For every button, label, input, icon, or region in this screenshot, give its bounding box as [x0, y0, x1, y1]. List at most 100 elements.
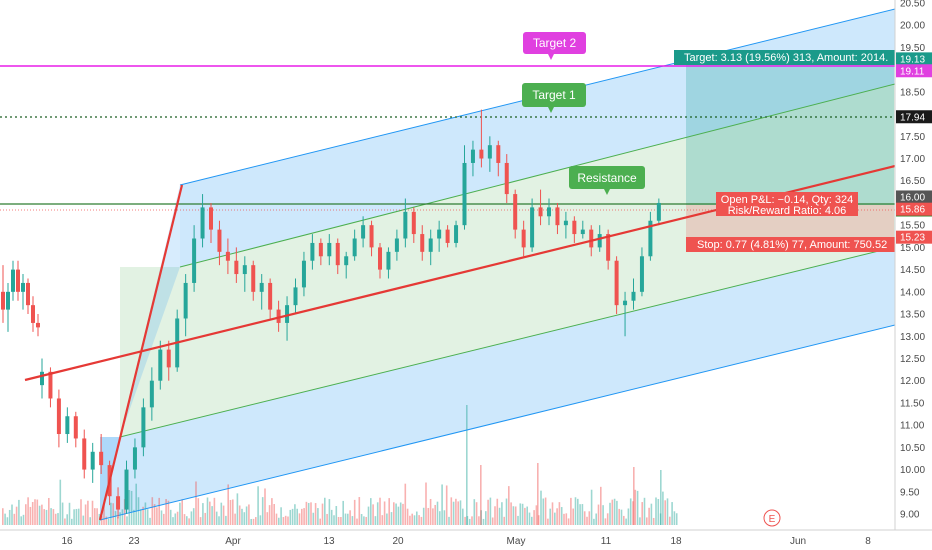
- target-1-pointer: [548, 107, 554, 113]
- volume-bar: [204, 512, 206, 525]
- volume-bar: [429, 498, 432, 525]
- volume-bar: [6, 517, 9, 525]
- volume-bar: [639, 517, 641, 525]
- volume-bar: [135, 483, 137, 525]
- volume-bar: [330, 509, 333, 525]
- resistance-callout[interactable]: Resistance: [569, 166, 645, 195]
- volume-bar: [501, 502, 503, 525]
- candle: [166, 340, 171, 381]
- volume-bar: [4, 513, 6, 525]
- candle: [521, 220, 526, 257]
- volume-bar: [165, 499, 167, 525]
- candle: [614, 256, 619, 315]
- volume-bar: [82, 515, 85, 525]
- volume-bar: [441, 484, 443, 525]
- price-tick-label: 17.00: [900, 154, 925, 165]
- candle-body: [158, 349, 163, 381]
- volume-bar: [197, 498, 200, 525]
- price-tick-label: 10.00: [900, 465, 925, 476]
- volume-bar: [342, 500, 344, 525]
- candle-body: [386, 251, 391, 270]
- earnings-marker[interactable]: E: [763, 509, 781, 527]
- candle: [631, 278, 636, 310]
- volume-bar: [344, 513, 347, 525]
- price-tick-label: 10.50: [900, 443, 925, 454]
- volume-bar: [588, 511, 591, 525]
- candle: [251, 260, 256, 301]
- candle-body: [631, 291, 636, 301]
- volume-bar: [632, 501, 634, 525]
- volume-bar: [363, 516, 365, 525]
- volume-bar: [337, 516, 340, 525]
- risk-reward-text: Risk/Reward Ratio: 4.06: [728, 205, 847, 217]
- volume-bar: [627, 508, 630, 525]
- candle-body: [217, 229, 222, 252]
- volume-bar: [660, 470, 662, 525]
- volume-bar: [87, 500, 89, 525]
- volume-bar: [195, 481, 197, 525]
- candle: [563, 211, 568, 239]
- volume-bar: [340, 517, 342, 525]
- volume-bar: [503, 516, 505, 525]
- volume-bars: [2, 405, 678, 525]
- volume-bar: [202, 503, 204, 525]
- volume-bar: [600, 486, 602, 525]
- volume-bar: [395, 503, 397, 525]
- volume-bar: [179, 502, 181, 525]
- volume-bar: [114, 511, 117, 525]
- volume-bar: [291, 508, 294, 525]
- candle: [437, 220, 442, 252]
- volume-bar: [280, 507, 282, 525]
- candle-body: [192, 238, 197, 283]
- price-tick-label: 9.00: [900, 510, 920, 521]
- target-1-callout[interactable]: Target 1: [522, 83, 586, 113]
- volume-bar: [347, 513, 349, 525]
- stop-info: Stop: 0.77 (4.81%) 77, Amount: 750.52: [686, 237, 895, 252]
- volume-bar: [250, 518, 252, 525]
- volume-bar: [130, 490, 133, 525]
- candle-body: [293, 287, 298, 306]
- candle: [487, 136, 492, 172]
- volume-bar: [402, 503, 404, 525]
- volume-bar: [321, 503, 324, 525]
- candle-body: [445, 229, 450, 243]
- volume-bar: [264, 488, 266, 525]
- candle-body: [454, 225, 459, 243]
- candle: [31, 296, 35, 332]
- candle-body: [99, 451, 104, 466]
- candle-body: [462, 162, 467, 226]
- volume-bar: [160, 510, 163, 525]
- volume-bar: [381, 515, 384, 525]
- candle: [124, 460, 129, 514]
- candle-body: [124, 469, 129, 510]
- volume-bar: [275, 513, 278, 525]
- volume-bar: [158, 497, 160, 525]
- time-axis[interactable]: 16 23 Apr 13 20 May 11 18 Jun 8: [0, 529, 932, 550]
- target-info-text: Target: 3.13 (19.56%) 313, Amount: 2014.: [684, 52, 888, 64]
- volume-bar: [123, 499, 126, 525]
- volume-bar: [434, 504, 436, 525]
- volume-bar: [466, 405, 468, 525]
- volume-bar: [565, 513, 568, 525]
- candle-body: [369, 225, 374, 248]
- volume-bar: [48, 497, 50, 525]
- volume-bar: [510, 502, 512, 525]
- candle: [572, 216, 577, 243]
- target-2-callout[interactable]: Target 2: [523, 32, 586, 60]
- candle-body: [31, 305, 35, 323]
- candle-body: [580, 229, 585, 235]
- price-axis[interactable]: 20.5020.0019.5019.0018.5018.0017.5017.00…: [894, 0, 932, 530]
- volume-bar: [634, 489, 637, 525]
- volume-bar: [629, 498, 632, 525]
- volume-bar: [188, 518, 190, 525]
- price-tick-label: 13.00: [900, 332, 925, 343]
- volume-bar: [397, 506, 400, 525]
- volume-bar: [199, 517, 202, 525]
- candle-body: [530, 207, 535, 248]
- volume-bar: [215, 511, 218, 525]
- volume-bar: [351, 516, 354, 525]
- volume-bar: [310, 502, 312, 525]
- open-pl-text: Open P&L: −0.14, Qty: 324: [721, 194, 853, 206]
- volume-bar: [673, 511, 676, 525]
